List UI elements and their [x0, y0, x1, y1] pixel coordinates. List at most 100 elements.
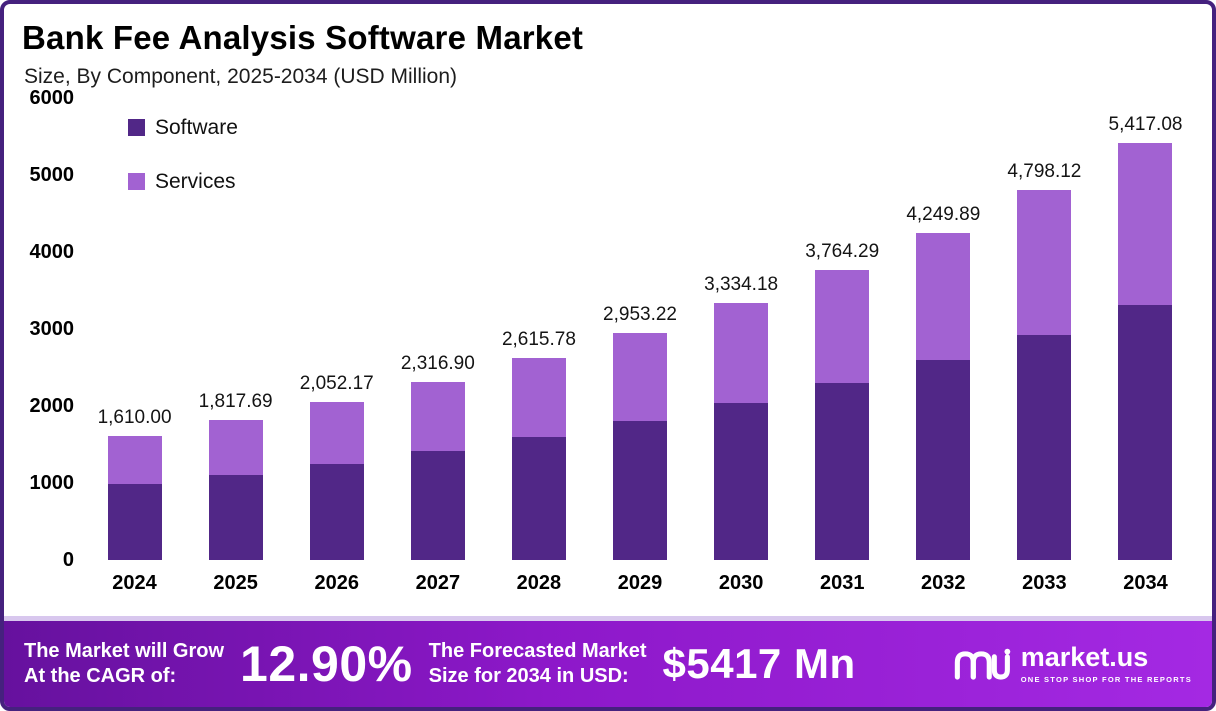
stacked-bar [1118, 142, 1173, 560]
chart-title: Bank Fee Analysis Software Market [22, 19, 584, 56]
bar-group: 2,316.90 [387, 98, 488, 560]
bar-group: 4,798.12 [994, 98, 1095, 560]
legend-label: Services [155, 169, 236, 193]
bar-segment-software [815, 383, 870, 560]
bar-group: 2,615.78 [488, 98, 589, 560]
bar-segment-software [714, 403, 769, 560]
bar-group: 5,417.08 [1095, 98, 1196, 560]
marketus-logo-icon [954, 648, 1010, 680]
x-axis-label: 2025 [213, 571, 258, 594]
bar-group: 3,764.29 [792, 98, 893, 560]
bar-segment-services [107, 435, 162, 485]
chart-subtitle: Size, By Component, 2025-2034 (USD Milli… [24, 64, 458, 88]
stacked-bar [511, 358, 566, 560]
bar-segment-services [511, 358, 566, 438]
cagr-label-line2: At the CAGR of: [24, 665, 177, 687]
bar-group: 2,052.17 [286, 98, 387, 560]
bar-group: 1,817.69 [185, 98, 286, 560]
y-axis-tick: 5000 [29, 163, 75, 186]
bar-segment-software [410, 451, 465, 560]
bar-total-label: 4,798.12 [1007, 161, 1082, 183]
footer-banner: The Market will Grow At the CAGR of: 12.… [4, 621, 1212, 707]
bar-segment-services [613, 332, 668, 422]
bar-segment-services [815, 270, 870, 384]
legend: Software Services [128, 116, 238, 194]
x-axis-label: 2024 [112, 571, 157, 594]
stacked-bar [1017, 190, 1072, 560]
bar-total-label: 1,610.00 [97, 406, 172, 428]
bar-total-label: 2,953.22 [603, 303, 677, 325]
bar-segment-software [107, 484, 162, 560]
legend-swatch [128, 119, 145, 137]
x-axis-label: 2028 [516, 571, 562, 594]
bar-group: 2,953.22 [589, 98, 690, 560]
bar-total-label: 2,052.17 [299, 372, 374, 394]
bar-total-label: 1,817.69 [198, 390, 273, 412]
bar-segment-software [309, 463, 364, 560]
bar-total-label: 2,316.90 [400, 352, 475, 374]
y-axis-tick: 1000 [29, 471, 75, 494]
forecast-label: The Forecasted Market Size for 2034 in U… [429, 639, 647, 689]
legend-item-services: Services [128, 170, 238, 194]
x-axis-label: 2032 [921, 571, 966, 594]
bar-segment-software [208, 474, 263, 560]
brand-tagline: ONE STOP SHOP FOR THE REPORTS [1020, 675, 1192, 684]
y-axis-tick: 4000 [29, 240, 75, 263]
bar-total-label: 3,764.29 [805, 241, 880, 263]
plot-area: 1,610.00 1,817.69 2,052.17 2,316.90 2,615.78… [84, 98, 1196, 560]
stacked-bar [107, 435, 162, 560]
cagr-value: 12.90% [240, 636, 413, 692]
x-axis-label: 2031 [819, 571, 865, 594]
chart-area: 0 1000 2000 3000 4000 5000 6000 1,610.00 1,817.… [4, 88, 1212, 570]
x-axis: 2024 2025 2026 2027 2028 2029 2030 2031 2032 2033… [84, 572, 1212, 595]
bar-total-label: 2,615.78 [501, 329, 576, 351]
x-axis-label: 2030 [718, 571, 764, 594]
x-axis-label: 2029 [617, 571, 663, 594]
bar-group: 1,610.00 [84, 98, 185, 560]
bar-segment-services [410, 381, 465, 452]
bar-segment-services [309, 401, 364, 464]
bar-segment-services [208, 419, 263, 475]
bar-segment-services [1118, 142, 1173, 306]
bar-segment-services [916, 232, 971, 361]
bar-total-label: 5,417.08 [1108, 113, 1183, 135]
brand-logo: market.us ONE STOP SHOP FOR THE REPORTS [953, 644, 1192, 684]
cagr-label: The Market will Grow At the CAGR of: [24, 639, 224, 689]
x-axis-label: 2026 [314, 571, 359, 594]
bar-segment-software [1118, 305, 1173, 560]
stacked-bar [714, 303, 769, 560]
bar-group: 3,334.18 [691, 98, 792, 560]
bar-total-label: 4,249.89 [906, 203, 981, 225]
y-axis-tick: 2000 [29, 394, 75, 417]
x-axis-label: 2033 [1022, 571, 1067, 594]
chart-header: Bank Fee Analysis Software Market Size, … [4, 4, 1212, 90]
forecast-label-line1: The Forecasted Market [428, 640, 647, 662]
stacked-bar [410, 381, 465, 560]
banner-divider [4, 616, 1212, 621]
bar-segment-software [511, 437, 566, 560]
x-axis-label: 2034 [1123, 571, 1168, 594]
legend-swatch [128, 173, 145, 191]
stacked-bar [613, 332, 668, 560]
y-axis-tick: 3000 [29, 317, 75, 340]
y-axis-tick: 6000 [29, 86, 75, 109]
cagr-label-line1: The Market will Grow [24, 640, 225, 662]
bars: 1,610.00 1,817.69 2,052.17 2,316.90 2,615.78… [84, 98, 1196, 560]
legend-label: Software [155, 115, 238, 139]
bar-total-label: 3,334.18 [704, 274, 779, 296]
y-axis: 0 1000 2000 3000 4000 5000 6000 [4, 88, 84, 570]
bar-segment-software [613, 421, 668, 560]
stacked-bar [815, 270, 870, 560]
forecast-value: $5417 Mn [662, 640, 856, 687]
bar-segment-services [1017, 190, 1072, 335]
bar-segment-services [714, 303, 769, 404]
bar-group: 4,249.89 [893, 98, 994, 560]
y-axis-tick: 0 [62, 548, 74, 571]
bar-segment-software [916, 360, 971, 560]
brand-text: market.us ONE STOP SHOP FOR THE REPORTS [1020, 644, 1192, 685]
bar-segment-software [1017, 334, 1072, 560]
stacked-bar [309, 401, 364, 560]
legend-item-software: Software [128, 116, 238, 140]
forecast-label-line2: Size for 2034 in USD: [428, 665, 629, 687]
